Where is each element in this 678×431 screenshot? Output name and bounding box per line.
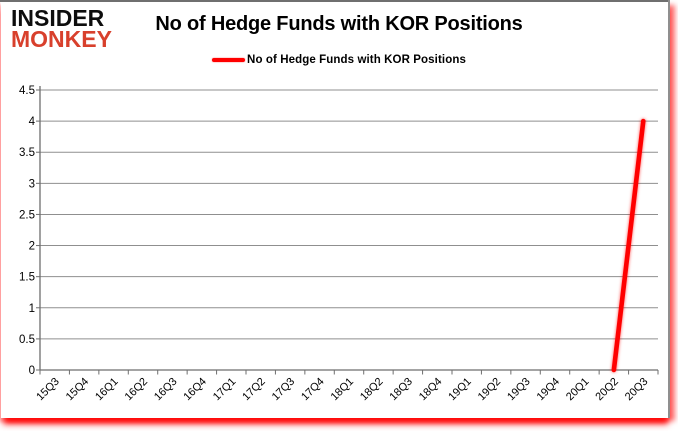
x-tick-label: 20Q1 — [564, 376, 592, 404]
x-tick-label: 20Q3 — [623, 376, 651, 404]
x-tick-label: 16Q1 — [93, 376, 121, 404]
x-tick-label: 18Q2 — [358, 376, 386, 404]
x-tick-label: 19Q2 — [476, 376, 504, 404]
logo-insider: INSIDER — [11, 5, 105, 31]
x-tick-label: 18Q1 — [329, 376, 357, 404]
x-tick-label: 19Q4 — [535, 376, 563, 404]
svg-text:2: 2 — [29, 241, 35, 253]
svg-text:3: 3 — [29, 178, 35, 190]
x-tick-label: 16Q3 — [152, 376, 180, 404]
x-tick-label: 18Q4 — [417, 376, 445, 404]
x-tick-label: 19Q3 — [505, 376, 533, 404]
svg-text:1.5: 1.5 — [19, 272, 35, 284]
svg-text:4: 4 — [29, 116, 36, 128]
x-tick-label: 16Q4 — [181, 376, 209, 404]
x-tick-label: 17Q3 — [270, 376, 298, 404]
legend: No of Hedge Funds with KOR Positions — [0, 52, 678, 68]
svg-text:1: 1 — [29, 303, 35, 315]
x-tick-label: 18Q3 — [387, 376, 415, 404]
legend-line-swatch — [212, 57, 246, 63]
legend-label: No of Hedge Funds with KOR Positions — [247, 54, 466, 66]
x-tick-label: 19Q1 — [446, 376, 474, 404]
svg-text:0: 0 — [29, 365, 35, 377]
frame-right-border — [668, 0, 670, 418]
x-tick-label: 15Q4 — [64, 376, 92, 404]
logo-monkey: MONKEY — [11, 26, 112, 53]
svg-text:4.5: 4.5 — [19, 85, 35, 97]
x-tick-label: 15Q3 — [34, 376, 62, 404]
chart-frame — [1, 0, 670, 418]
chart-title: No of Hedge Funds with KOR Positions — [155, 13, 523, 35]
x-tick-label: 17Q1 — [211, 376, 239, 404]
series-line — [611, 118, 646, 373]
svg-text:2.5: 2.5 — [19, 209, 35, 221]
frame-top-border — [0, 0, 670, 2]
svg-text:3.5: 3.5 — [19, 147, 35, 159]
insider-monkey-logo: INSIDER MONKEY — [11, 5, 112, 53]
x-tick-label: 20Q2 — [593, 376, 621, 404]
x-tick-label: 17Q4 — [299, 376, 327, 404]
x-tick-label: 17Q2 — [240, 376, 268, 404]
svg-text:0.5: 0.5 — [19, 334, 35, 346]
x-tick-label: 16Q2 — [123, 376, 151, 404]
